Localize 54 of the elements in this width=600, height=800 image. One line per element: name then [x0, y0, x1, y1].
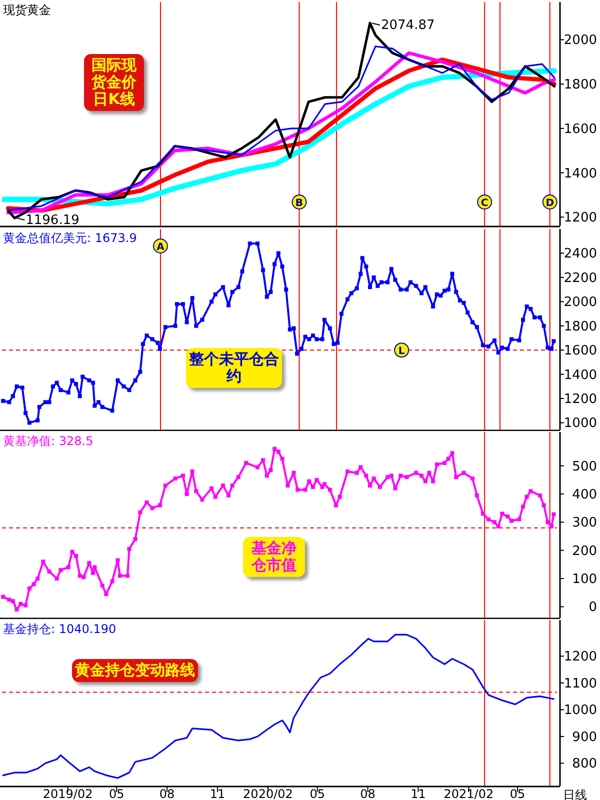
- y-tick-label: 100: [572, 572, 597, 588]
- y-tick-label: 1200: [564, 650, 597, 665]
- x-tick-label: 2020/02: [243, 787, 293, 800]
- ref-line-label: A: [156, 242, 165, 253]
- x-tick-label: 05: [108, 787, 124, 800]
- chart-title: 基金持仓: 1040.190: [3, 621, 116, 638]
- y-tick-label: 200: [572, 544, 597, 559]
- y-tick-label: 1000: [564, 416, 597, 432]
- x-tick-label: 2021/02: [444, 787, 494, 800]
- x-tick-label: 2019/02: [42, 787, 93, 800]
- y-tick-label: 2000: [564, 295, 597, 310]
- annotation: 国际现货金价日K线: [84, 54, 144, 111]
- annotation: 2074.87: [380, 18, 435, 34]
- y-tick-label: 1600: [564, 122, 597, 137]
- ref-label: B: [292, 194, 307, 210]
- x-tick-label: 08: [360, 787, 376, 800]
- y-tick-label: 1000: [564, 703, 597, 718]
- y-tick-label: 1800: [564, 319, 597, 334]
- y-tick-label: 1200: [564, 392, 597, 408]
- y-tick-label: 1600: [564, 344, 597, 359]
- ref-label: L: [394, 342, 410, 358]
- x-tick-label: 11: [410, 787, 426, 800]
- chart-title: 现货黄金: [3, 2, 51, 19]
- annotation: 基金净仓市值: [243, 537, 305, 577]
- annotation: 黄金持仓变动路线: [72, 659, 198, 682]
- y-tick-label: 0: [588, 600, 597, 616]
- x-tick-label: 05: [310, 787, 325, 800]
- y-tick-label: 1200: [564, 210, 597, 226]
- x-tick-label: 11: [210, 787, 226, 800]
- chart-title: 黄基净值: 328.5: [3, 433, 94, 450]
- ref-line-label: B: [295, 198, 304, 209]
- ref-line-label: D: [546, 198, 554, 209]
- ref-label: C: [477, 194, 492, 210]
- y-tick-label: 1400: [564, 166, 597, 182]
- chart-title: 黄金总值亿美元: 1673.9: [3, 230, 137, 247]
- annotation: 整个未平仓合约: [186, 348, 282, 388]
- y-tick-label: 800: [572, 756, 597, 772]
- y-tick-label: 1100: [564, 676, 597, 692]
- x-tick-label: 05: [510, 787, 526, 800]
- ref-line-label: C: [480, 198, 488, 209]
- y-tick-label: 400: [572, 488, 597, 502]
- y-tick-label: 2000: [564, 33, 597, 48]
- ref-label: A: [153, 238, 168, 254]
- y-tick-label: 300: [572, 516, 597, 531]
- y-tick-label: 900: [572, 730, 597, 745]
- y-tick-label: 500: [572, 459, 597, 474]
- y-tick-label: 2400: [564, 246, 597, 262]
- y-tick-label: 1400: [564, 368, 597, 383]
- y-tick-label: 1800: [564, 78, 597, 93]
- annotation: 1196.19: [26, 212, 80, 228]
- ref-line-label: L: [398, 346, 406, 358]
- x-tick-label: 08: [159, 787, 175, 800]
- y-tick-label: 2200: [564, 270, 597, 286]
- ref-label: D: [542, 194, 558, 210]
